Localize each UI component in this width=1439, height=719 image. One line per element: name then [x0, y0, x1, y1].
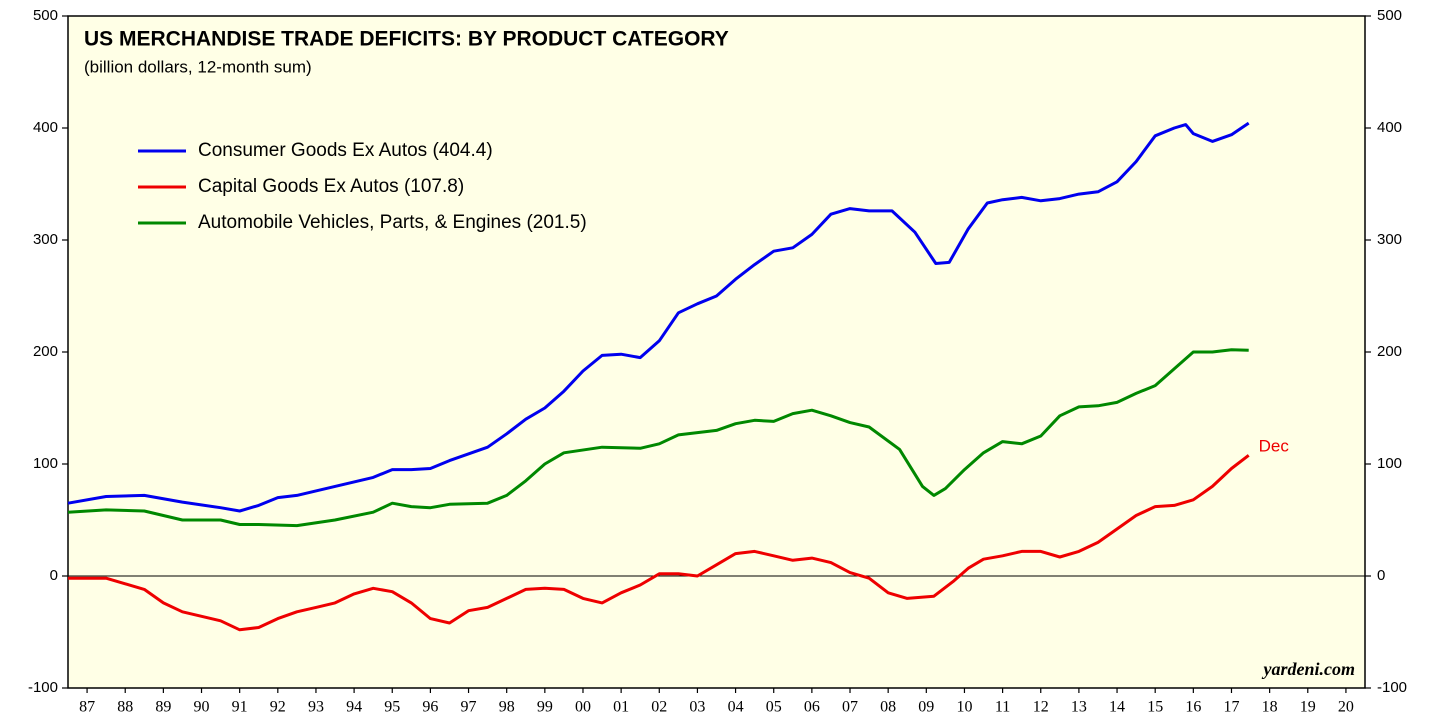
y-tick-label: 300	[1377, 231, 1402, 248]
y-tick-label: -100	[28, 679, 58, 696]
x-tick-label: 14	[1109, 699, 1125, 716]
x-tick-label: 99	[537, 699, 553, 716]
legend-label: Capital Goods Ex Autos (107.8)	[198, 176, 464, 197]
x-tick-label: 88	[117, 699, 133, 716]
chart-title: US MERCHANDISE TRADE DEFICITS: BY PRODUC…	[84, 28, 729, 51]
y-tick-label: 500	[33, 7, 58, 24]
x-tick-label: 12	[1033, 699, 1049, 716]
x-tick-label: 97	[461, 699, 477, 716]
x-tick-label: 91	[232, 699, 248, 716]
y-tick-label: 500	[1377, 7, 1402, 24]
x-tick-label: 05	[766, 699, 782, 716]
annotation: Dec	[1259, 437, 1290, 456]
x-tick-label: 20	[1338, 699, 1354, 716]
x-tick-label: 95	[384, 699, 400, 716]
y-tick-label: 400	[33, 119, 58, 136]
plot-area	[67, 15, 1366, 689]
legend-label: Consumer Goods Ex Autos (404.4)	[198, 140, 493, 161]
y-tick-label: 100	[33, 455, 58, 472]
x-tick-label: 90	[194, 699, 210, 716]
y-tick-label: 300	[33, 231, 58, 248]
y-tick-label: 0	[1377, 567, 1385, 584]
x-tick-label: 92	[270, 699, 286, 716]
y-tick-label: 0	[50, 567, 58, 584]
x-tick-label: 16	[1185, 699, 1201, 716]
x-tick-label: 11	[995, 699, 1010, 716]
series-line	[67, 121, 1250, 513]
y-tick-label: 200	[33, 343, 58, 360]
y-tick-label: -100	[1377, 679, 1407, 696]
y-tick-label: 400	[1377, 119, 1402, 136]
x-tick-label: 08	[880, 699, 896, 716]
x-tick-label: 93	[308, 699, 324, 716]
x-tick-label: 98	[499, 699, 515, 716]
y-tick-label: 100	[1377, 455, 1402, 472]
x-tick-label: 87	[79, 699, 95, 716]
x-tick-label: 09	[918, 699, 934, 716]
x-tick-label: 06	[804, 699, 820, 716]
x-tick-label: 13	[1071, 699, 1087, 716]
x-tick-label: 17	[1223, 699, 1239, 716]
series-line	[68, 454, 1250, 632]
x-tick-label: 19	[1300, 699, 1316, 716]
x-tick-label: 94	[346, 699, 362, 716]
x-tick-label: 18	[1262, 699, 1278, 716]
x-tick-label: 03	[689, 699, 705, 716]
x-tick-label: 01	[613, 699, 629, 716]
x-tick-label: 07	[842, 699, 858, 716]
x-tick-label: 10	[956, 699, 972, 716]
x-tick-label: 00	[575, 699, 591, 716]
x-tick-label: 04	[728, 699, 744, 716]
y-tick-label: 200	[1377, 343, 1402, 360]
x-tick-label: 89	[155, 699, 171, 716]
chart-subtitle: (billion dollars, 12-month sum)	[84, 57, 312, 76]
x-tick-label: 02	[651, 699, 667, 716]
series-line	[67, 348, 1249, 528]
legend-label: Automobile Vehicles, Parts, & Engines (2…	[198, 212, 587, 233]
source-label: yardeni.com	[1262, 659, 1356, 679]
x-tick-label: 96	[422, 699, 438, 716]
x-tick-label: 15	[1147, 699, 1163, 716]
